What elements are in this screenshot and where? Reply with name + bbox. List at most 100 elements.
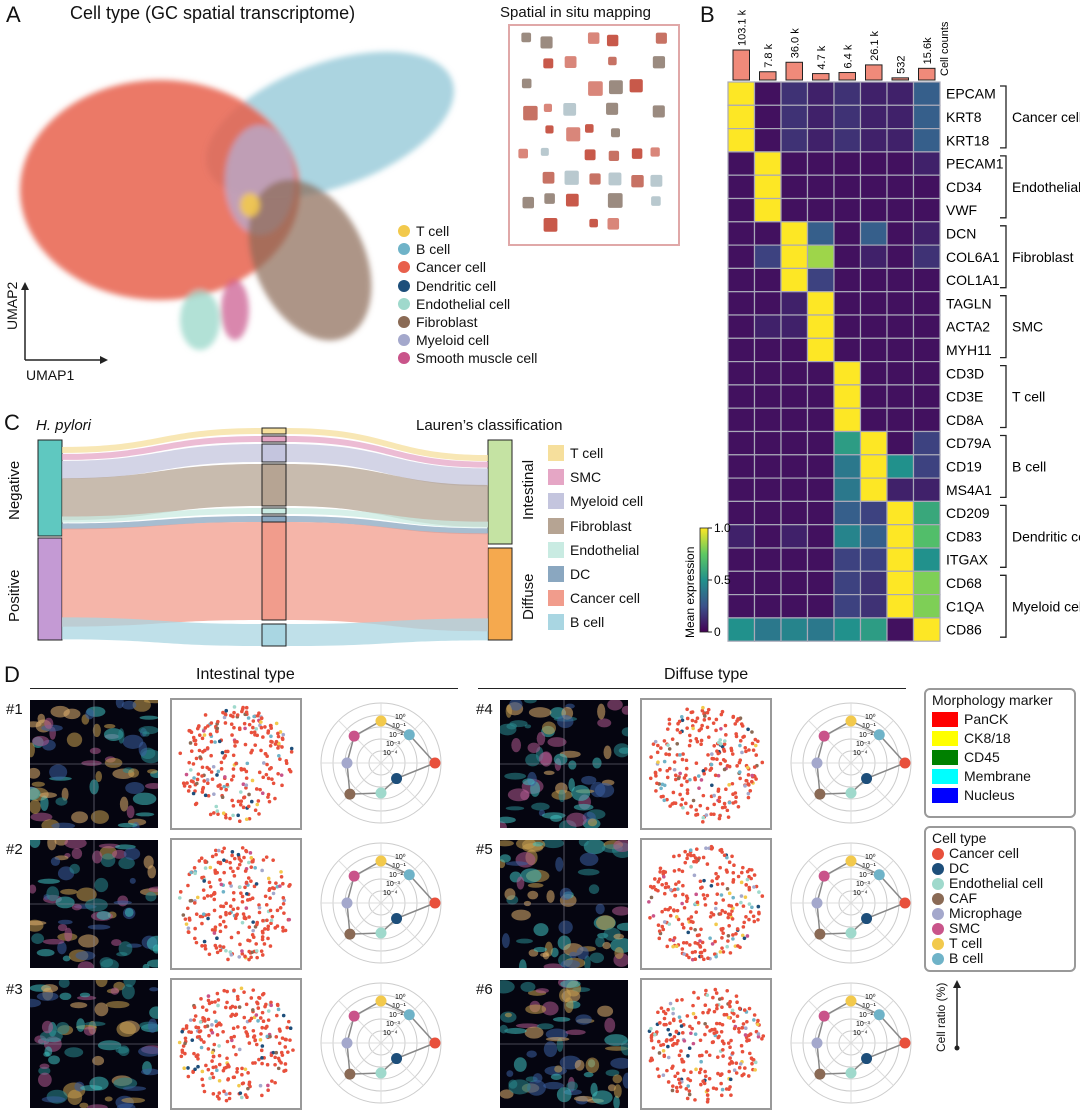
heatmap-cell (859, 361, 888, 386)
radar-tick-label: 10⁻¹ (862, 723, 876, 730)
sankey-flow (62, 428, 262, 453)
sample-label: #5 (476, 841, 493, 858)
count-bar (759, 71, 777, 81)
gene-label: MS4A1 (946, 482, 992, 498)
heatmap-cell (912, 407, 941, 433)
legend-label: T cell (416, 223, 450, 239)
heatmap-cell (753, 221, 782, 246)
count-bar (865, 64, 883, 81)
diffuse-label: Diffuse (520, 573, 537, 620)
heatmap-cell (806, 314, 835, 339)
heatmap-cell (886, 547, 915, 572)
heatmap-cell (859, 267, 888, 293)
radar-tick-label: 10⁰ (865, 853, 876, 861)
heatmap-cell (727, 454, 756, 479)
heatmap-cell (833, 407, 862, 433)
radar-point (403, 729, 415, 741)
heatmap-cell (833, 127, 862, 153)
umap-x-label: UMAP1 (26, 367, 75, 383)
legend-label: Cancer cell (949, 845, 1020, 861)
node-intestinal (487, 439, 513, 545)
radar-tick-label: 10⁻⁴ (383, 750, 398, 757)
gene-label: COL6A1 (946, 249, 1000, 265)
spatial-tile (608, 56, 617, 66)
heatmap-cell (753, 477, 782, 503)
legend-label: B cell (949, 950, 984, 966)
legend-label: Membrane (964, 768, 1031, 784)
heatmap-cell (859, 477, 888, 503)
colorbar-tick-label: 0 (714, 625, 721, 639)
sankey-flow (62, 617, 262, 646)
heatmap-cell (833, 174, 862, 200)
heatmap-cell (886, 593, 915, 619)
diffuse-type-title: Diffuse type (664, 666, 749, 683)
group-bracket (1000, 295, 1007, 359)
morphology-item: PanCK (932, 711, 1074, 727)
heatmap-cell (886, 454, 915, 479)
sankey-legend-item: Cancer cell (548, 590, 641, 607)
umap-legend-item: Myeloid cell (398, 332, 489, 348)
legend-label: Cancer cell (570, 590, 641, 607)
legend-label: Endothelial cell (416, 295, 511, 312)
radar-tick-label: 10⁰ (865, 713, 876, 721)
spatial-tile (651, 196, 661, 206)
node-celltype (261, 463, 287, 507)
heatmap-cell (806, 81, 835, 106)
celltype-item: DC (932, 861, 1074, 876)
radar-point (429, 897, 441, 909)
heatmap-cell (753, 197, 782, 223)
spatial-tile (521, 32, 532, 43)
spatial-tile (606, 34, 619, 47)
radar-point (811, 1037, 823, 1049)
sankey-flow (62, 436, 262, 460)
heatmap-cell (912, 244, 941, 270)
heatmap-cell (833, 197, 862, 223)
radar-tick-label: 10⁻³ (386, 741, 400, 748)
node-celltype (261, 521, 287, 621)
sankey-flow (286, 508, 488, 528)
heatmap-cell (806, 151, 835, 176)
spatial-tile (564, 56, 577, 68)
heatmap-cell (753, 81, 782, 106)
heatmap-cell (753, 291, 782, 316)
legend-dot (932, 907, 944, 920)
radar-point (845, 855, 857, 867)
heatmap-cell (912, 104, 941, 130)
legend-dot (932, 922, 944, 935)
gene-label: ITGAX (946, 552, 989, 568)
legend-dot (398, 297, 410, 310)
heatmap-cell (859, 221, 888, 246)
heatmap-cell (833, 267, 862, 293)
heatmap-cell (886, 407, 915, 433)
legend-label: T cell (570, 445, 604, 461)
heatmap-cell (727, 267, 756, 293)
sankey-flow (286, 516, 488, 535)
radar-point (845, 995, 857, 1007)
cell-ratio-radar: 10⁰ 10⁻¹ 10⁻² 10⁻³ 10⁻⁴ (320, 842, 442, 964)
legend-swatch (932, 787, 958, 803)
legend-label: Myeloid cell (570, 493, 644, 510)
heatmap-cell (780, 384, 809, 409)
heatmap-cell (753, 104, 782, 130)
gene-label: CD19 (946, 458, 982, 474)
heatmap-cell (806, 570, 835, 596)
panel-c-label: C (4, 410, 20, 435)
radar-tick-label: 10⁻⁴ (853, 890, 868, 897)
celltype-title: Cell type (932, 830, 987, 846)
sankey-legend-item: Endothelial (548, 541, 639, 558)
spatial-mapping (508, 24, 680, 246)
spatial-tile (543, 217, 558, 232)
legend-label: Cancer cell (416, 259, 487, 276)
celltype-item: SMC (932, 921, 1074, 936)
legend-dot (398, 316, 410, 328)
heatmap-cell (912, 547, 941, 572)
group-bracket (1000, 225, 1007, 289)
legend-label: CK8/18 (964, 730, 1011, 746)
heatmap-cell (806, 524, 835, 549)
heatmap: 103.1 k 7.8 k 36.0 k 4.7 k 6.4 k 26.1 k 532 15.… (683, 10, 1080, 642)
panel-a-label: A (6, 2, 21, 27)
legend-label: Dendritic cell (416, 277, 497, 294)
heatmap-cell (833, 454, 862, 479)
intestinal-type-title: Intestinal type (196, 666, 295, 683)
heatmap-cell (806, 617, 835, 642)
